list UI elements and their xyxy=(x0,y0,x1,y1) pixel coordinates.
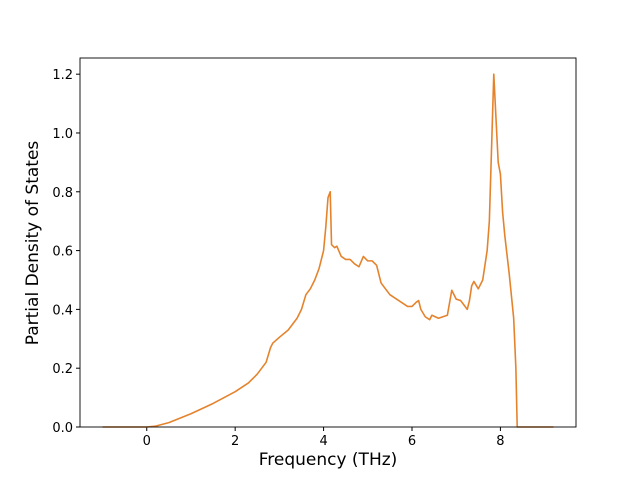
x-tick-label: 2 xyxy=(231,434,239,449)
plot-frame xyxy=(79,57,577,428)
y-tick-label: 1.2 xyxy=(52,68,73,83)
y-tick-label: 1.0 xyxy=(52,127,73,142)
y-tick-label: 0.0 xyxy=(52,421,73,436)
y-tick-label: 0.4 xyxy=(52,303,73,318)
data-line xyxy=(102,73,554,428)
x-tick-label: 8 xyxy=(496,434,504,449)
x-tick-label: 6 xyxy=(408,434,416,449)
x-tick-label: 0 xyxy=(143,434,151,449)
y-tick-label: 0.8 xyxy=(52,186,73,201)
x-tick-label: 4 xyxy=(319,434,327,449)
x-axis-label: Frequency (THz) xyxy=(259,450,398,470)
y-tick-label: 0.6 xyxy=(52,245,73,260)
y-tick-label: 0.2 xyxy=(52,362,73,377)
y-axis-label: Partial Density of States xyxy=(23,141,43,346)
